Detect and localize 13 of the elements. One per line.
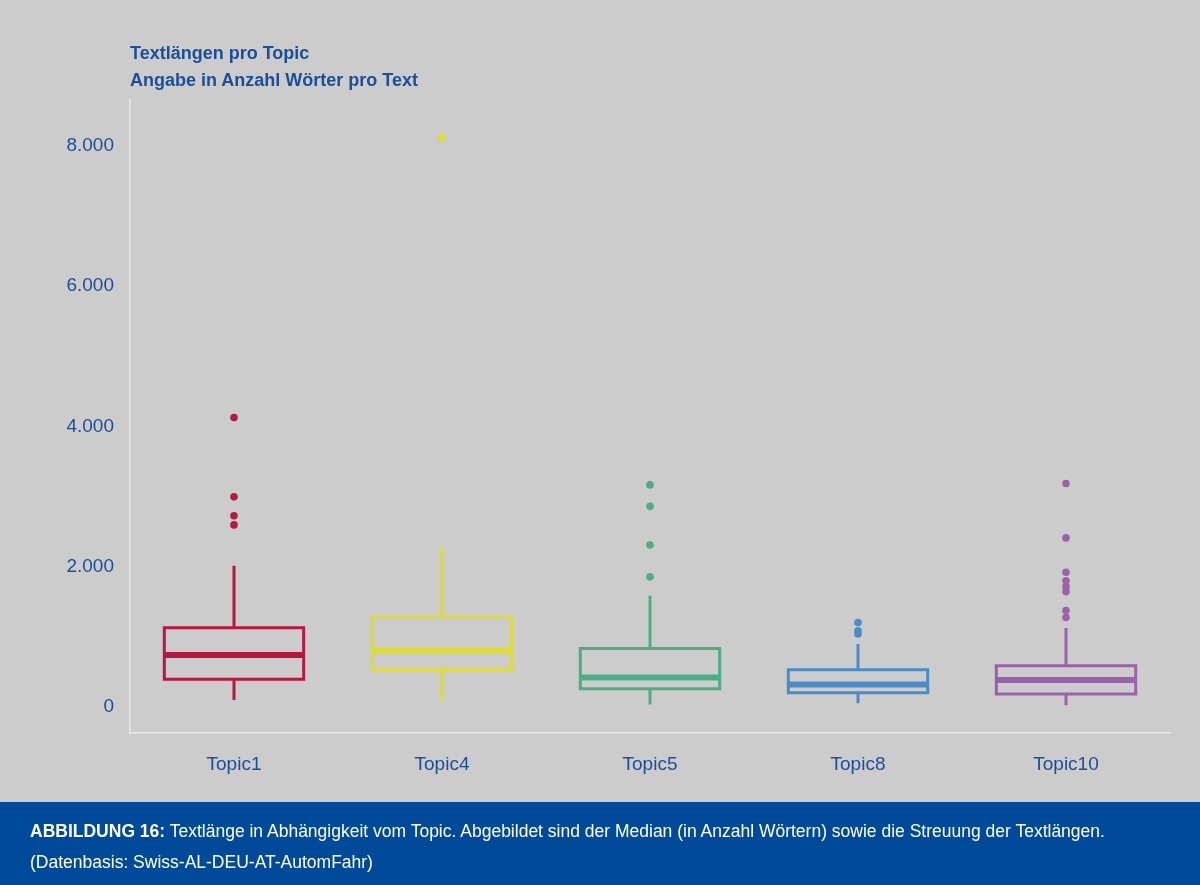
chart-title: Textlängen pro Topic <box>130 42 311 65</box>
y-tick-label: 8.000 <box>66 133 114 155</box>
x-tick-label: Topic4 <box>414 752 470 774</box>
y-tick-label: 6.000 <box>66 274 114 296</box>
x-tick-label: Topic1 <box>206 752 262 774</box>
x-tick-label: Topic10 <box>1033 752 1099 774</box>
y-tick-label: 4.000 <box>66 414 114 436</box>
y-tick-label: 2.000 <box>66 554 114 576</box>
x-tick-label: Topic5 <box>622 752 678 774</box>
x-tick-label: Topic8 <box>830 752 886 774</box>
text: ABBILDUNG 16: Textlänge in Abhängigkeit vom Topic. Abgebildet sind der Median (in Anzahl Wörtern) sowie die Streuung der Textlängen. (Datenbasis: Swiss-AL-DEU-AT-AutomFahr) <box>30 820 1106 874</box>
y-tick-label: 0 <box>103 695 114 717</box>
chart-subtitle: Angabe in Anzahl Wörter pro Text <box>130 69 419 92</box>
